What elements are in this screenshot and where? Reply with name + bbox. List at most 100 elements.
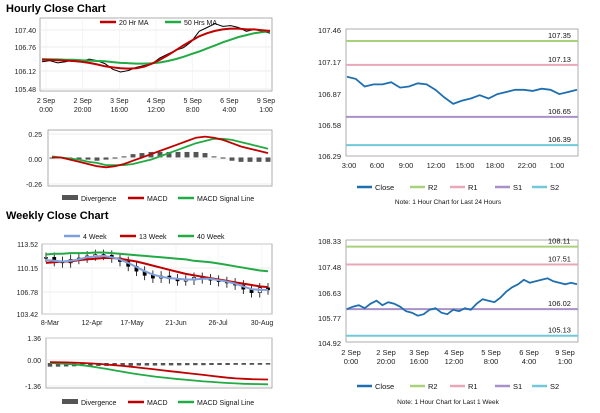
macd-series: [52, 135, 269, 169]
divergence-bar: [128, 363, 133, 366]
divergence-bar: [112, 157, 118, 159]
x-tick-label: 6 Sep: [220, 98, 238, 105]
divergence-bar: [193, 363, 198, 366]
y-tick-label: 106.78: [17, 290, 39, 297]
level-label-r1: 107.13: [548, 55, 571, 64]
close-series: [346, 75, 578, 105]
divergence-bar: [175, 151, 181, 158]
chart-note: Note: 1 Hour Chart for Last 24 Hours: [395, 199, 502, 206]
x-tick-label: 21-Jun: [165, 320, 187, 327]
legend-label: R1: [468, 183, 478, 192]
divergence-bar: [225, 363, 230, 366]
y-tick-label: 106.29: [318, 152, 341, 161]
x-tick-label: 15:00: [456, 161, 475, 170]
x-tick-label: 4:00: [223, 107, 237, 114]
x-tick-label: 2 Sep: [341, 348, 361, 357]
y-tick-label: 113.52: [17, 242, 38, 249]
divergence-bar: [120, 363, 125, 366]
weekly-macd-chart: 1.36 0.00 -1.36 Divergence MACD MACD Signal L…: [25, 336, 273, 407]
plot-frame: [345, 28, 579, 157]
x-tick-label: 12:00: [445, 357, 464, 366]
legend-label: Divergence: [81, 196, 117, 203]
divergence-bar: [220, 157, 226, 159]
x-tick-label: 6 Sep: [519, 348, 539, 357]
legend-label: MACD: [147, 196, 168, 203]
y-tick-label: 104.92: [318, 339, 341, 348]
divergence-bar: [103, 157, 109, 160]
y-tick-label: 106.58: [318, 121, 341, 130]
legend-label: R1: [468, 382, 478, 391]
hourly-chart-title: Hourly Close Chart: [6, 3, 106, 15]
divergence-bar: [217, 363, 222, 366]
legend-label: S1: [513, 183, 522, 192]
divergence-bar: [168, 363, 174, 366]
plot-frame: [41, 243, 273, 315]
divergence-bar: [166, 151, 172, 158]
legend-label: MACD Signal Line: [197, 400, 254, 407]
x-tick-label: 3:00: [342, 161, 357, 170]
divergence-bar: [157, 151, 163, 158]
divergence-bar: [139, 153, 145, 158]
x-tick-label: 12:00: [147, 107, 165, 114]
x-tick-label: 12-Apr: [81, 320, 103, 327]
candle-body: [44, 257, 48, 259]
y-tick-label: 0.00: [27, 358, 41, 365]
legend-label: Close: [375, 382, 394, 391]
divergence-bar: [94, 157, 100, 161]
x-tick-label: 0:00: [344, 357, 359, 366]
level-label-s2: 106.39: [548, 135, 571, 144]
divergence-bar: [144, 363, 150, 366]
legend-label: Divergence: [81, 400, 117, 407]
x-tick-label: 16:00: [410, 357, 429, 366]
x-tick-label: 1:00: [550, 161, 565, 170]
y-tick-label: 106.12: [15, 69, 37, 76]
legend-swatch: [62, 399, 78, 404]
y-tick-label: 107.46: [318, 26, 341, 35]
x-tick-label: 4:00: [522, 357, 537, 366]
ma-50-series: [41, 30, 271, 65]
plot-frame: [47, 129, 273, 187]
divergence-bar: [47, 363, 53, 367]
week-4-series: [45, 254, 268, 291]
divergence-bar: [121, 156, 127, 158]
x-tick-label: 22:00: [518, 161, 537, 170]
weekly-price-chart: 113.52 110.15 106.78 103.42 4 Week 13 Week 40 …: [17, 234, 274, 327]
weekly-levels-chart: 108.33 107.48 106.63 105.77 104.92 108.11 107.…: [318, 237, 579, 406]
macd-signal-series: [49, 362, 269, 386]
x-tick-label: 26-Jul: [208, 320, 228, 327]
legend-label: 20 Hr MA: [119, 20, 149, 27]
chart-note: Note: 1 Hour Chart for Last 1 Week: [397, 399, 500, 406]
y-tick-label: 106.76: [15, 45, 37, 52]
level-label-r2: 108.11: [548, 237, 570, 246]
y-tick-label: 108.33: [318, 237, 341, 246]
divergence-bar: [152, 363, 158, 366]
x-tick-label: 4 Sep: [147, 98, 165, 105]
divergence-bar: [209, 363, 214, 366]
y-tick-label: 0.00: [28, 157, 42, 164]
level-label-s1: 106.02: [548, 299, 571, 308]
legend-label: 13 Week: [139, 234, 167, 241]
y-tick-label: 107.48: [318, 263, 341, 272]
y-tick-label: 110.15: [17, 266, 38, 273]
divergence-bar: [202, 153, 208, 158]
y-tick-label: 106.87: [318, 90, 341, 99]
x-tick-label: 30-Aug: [251, 320, 274, 327]
x-tick-label: 8-Mar: [41, 320, 60, 327]
level-label-r1: 107.51: [548, 255, 571, 264]
legend-label: Close: [375, 183, 394, 192]
x-tick-label: 6:00: [370, 161, 385, 170]
divergence-bar: [136, 363, 142, 366]
divergence-bar: [76, 157, 82, 160]
legend-label: 40 Week: [197, 234, 225, 241]
divergence-bar: [241, 363, 246, 365]
divergence-bar: [265, 363, 271, 365]
x-tick-label: 9 Sep: [555, 348, 575, 357]
y-tick-label: 103.42: [17, 312, 39, 319]
y-tick-label: 1.36: [27, 336, 41, 343]
divergence-bar: [257, 363, 263, 365]
x-tick-label: 1:00: [558, 357, 573, 366]
y-tick-label: 0.25: [28, 132, 42, 139]
divergence-bar: [88, 363, 93, 367]
divergence-bar: [238, 157, 244, 162]
divergence-bar: [201, 363, 206, 366]
